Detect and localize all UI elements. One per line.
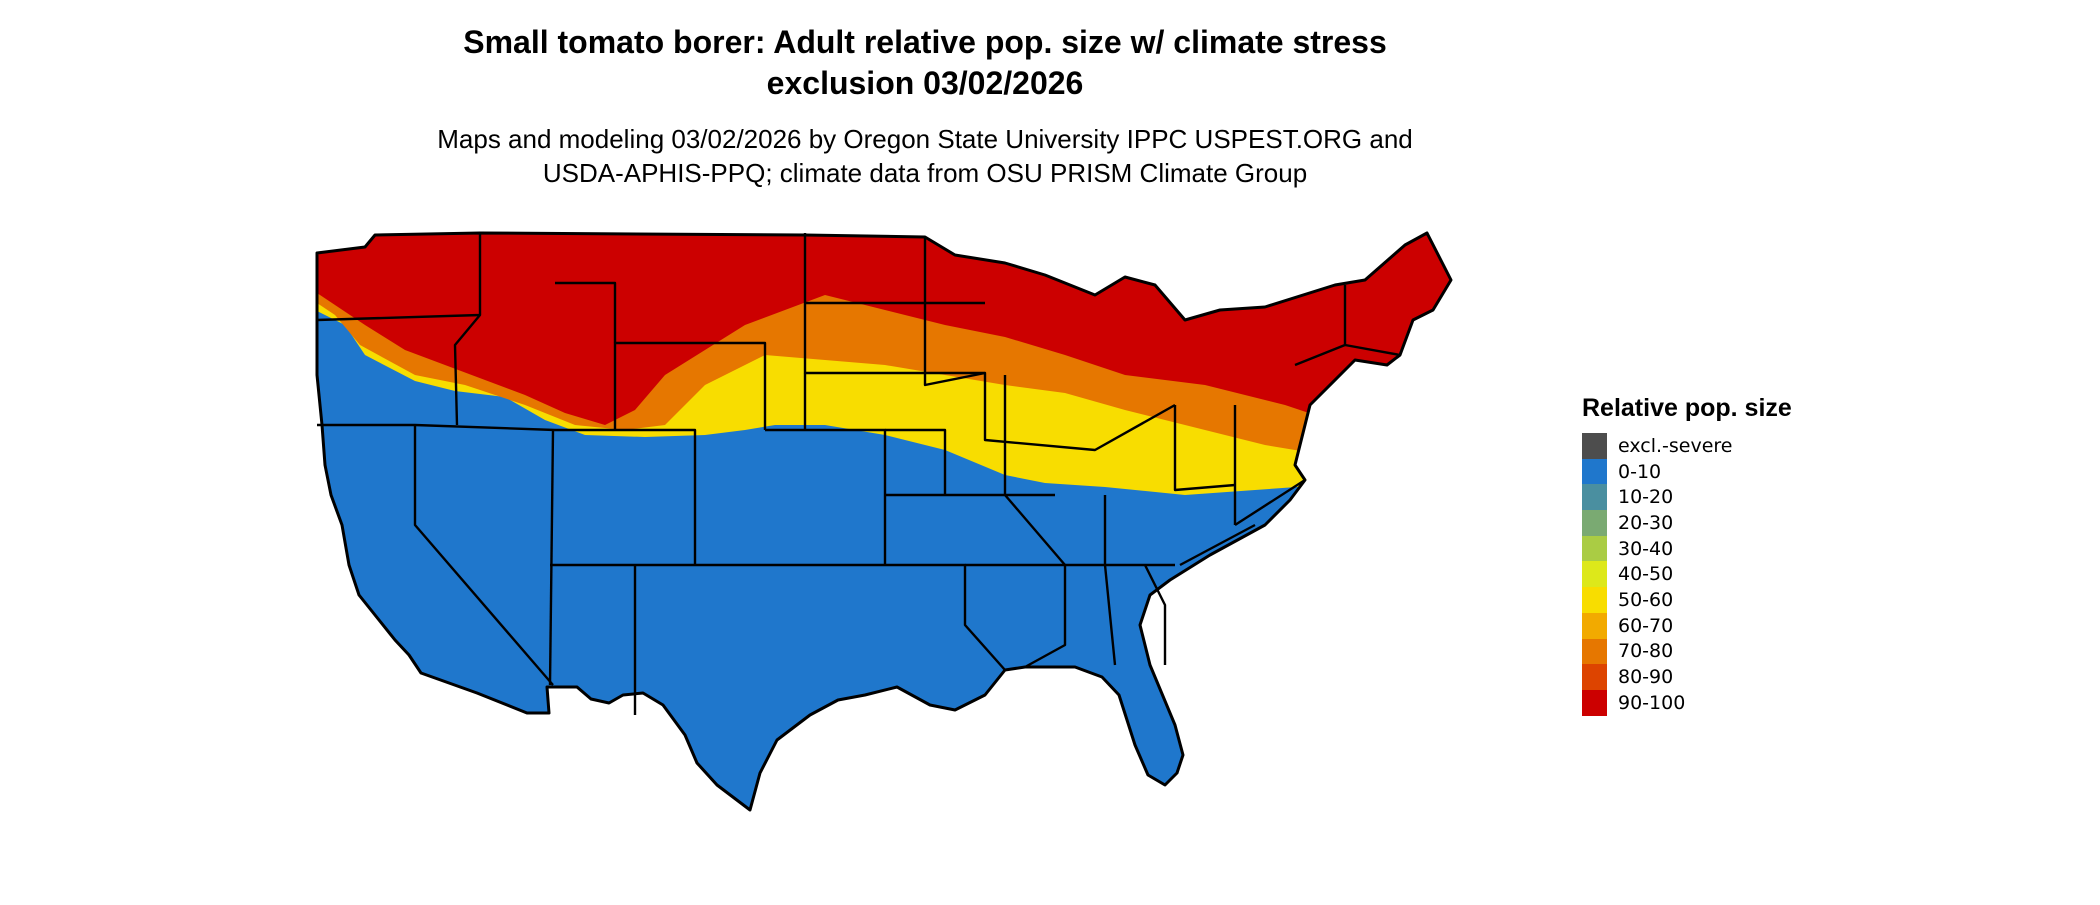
legend-swatch — [1582, 458, 1607, 485]
map-subtitle-line-2: USDA-APHIS-PPQ; climate data from OSU PR… — [542, 158, 1308, 188]
legend-label: 50-60 — [1618, 588, 1674, 611]
map-subtitle: Maps and modeling 03/02/2026 by Oregon S… — [0, 122, 1850, 190]
legend-title: Relative pop. size — [1582, 394, 1792, 422]
legend-item: 70-80 — [1582, 638, 1792, 665]
us-population-map — [315, 231, 1453, 812]
legend-label: 80-90 — [1618, 666, 1674, 689]
legend-swatch — [1582, 535, 1607, 562]
legend-label: 40-50 — [1618, 563, 1674, 586]
legend-swatch — [1582, 484, 1607, 511]
legend-item: 30-40 — [1582, 535, 1792, 562]
legend-label: excl.-severe — [1618, 434, 1733, 457]
legend-label: 90-100 — [1618, 691, 1686, 714]
legend-item: 80-90 — [1582, 664, 1792, 690]
legend-item: 20-30 — [1582, 510, 1792, 536]
legend-swatch — [1582, 638, 1607, 665]
us-border — [315, 231, 1453, 812]
legend-swatch — [1582, 689, 1607, 716]
legend-label: 30-40 — [1618, 537, 1674, 560]
legend-swatch — [1582, 433, 1607, 459]
legend-swatch — [1582, 587, 1607, 613]
legend-item: 40-50 — [1582, 561, 1792, 588]
legend-item: excl.-severe — [1582, 433, 1792, 459]
legend-item: 10-20 — [1582, 484, 1792, 511]
state-boundaries — [316, 233, 1401, 715]
legend-swatch — [1582, 664, 1607, 690]
legend-label: 60-70 — [1618, 614, 1674, 637]
legend-item: 60-70 — [1582, 612, 1792, 639]
map-subtitle-line-1: Maps and modeling 03/02/2026 by Oregon S… — [437, 124, 1413, 154]
legend-item: 50-60 — [1582, 587, 1792, 613]
map-title: Small tomato borer: Adult relative pop. … — [0, 22, 1850, 104]
legend-label: 10-20 — [1618, 486, 1674, 509]
map-title-line-2: exclusion 03/02/2026 — [766, 65, 1084, 101]
legend-item: 0-10 — [1582, 458, 1792, 485]
legend-label: 70-80 — [1618, 640, 1674, 663]
legend-label: 0-10 — [1618, 460, 1662, 483]
legend: Relative pop. size excl.-severe 0-10 10-… — [1582, 393, 1792, 716]
legend-label: 20-30 — [1618, 511, 1674, 534]
map-title-line-1: Small tomato borer: Adult relative pop. … — [463, 24, 1387, 60]
legend-swatch — [1582, 510, 1607, 536]
legend-item: 90-100 — [1582, 689, 1792, 716]
legend-swatch — [1582, 612, 1607, 639]
legend-swatch — [1582, 561, 1607, 588]
